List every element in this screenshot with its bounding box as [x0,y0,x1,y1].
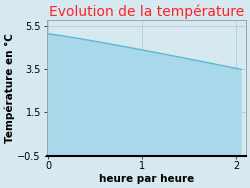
Title: Evolution de la température: Evolution de la température [48,4,244,19]
X-axis label: heure par heure: heure par heure [98,174,194,184]
Y-axis label: Température en °C: Température en °C [4,33,15,143]
